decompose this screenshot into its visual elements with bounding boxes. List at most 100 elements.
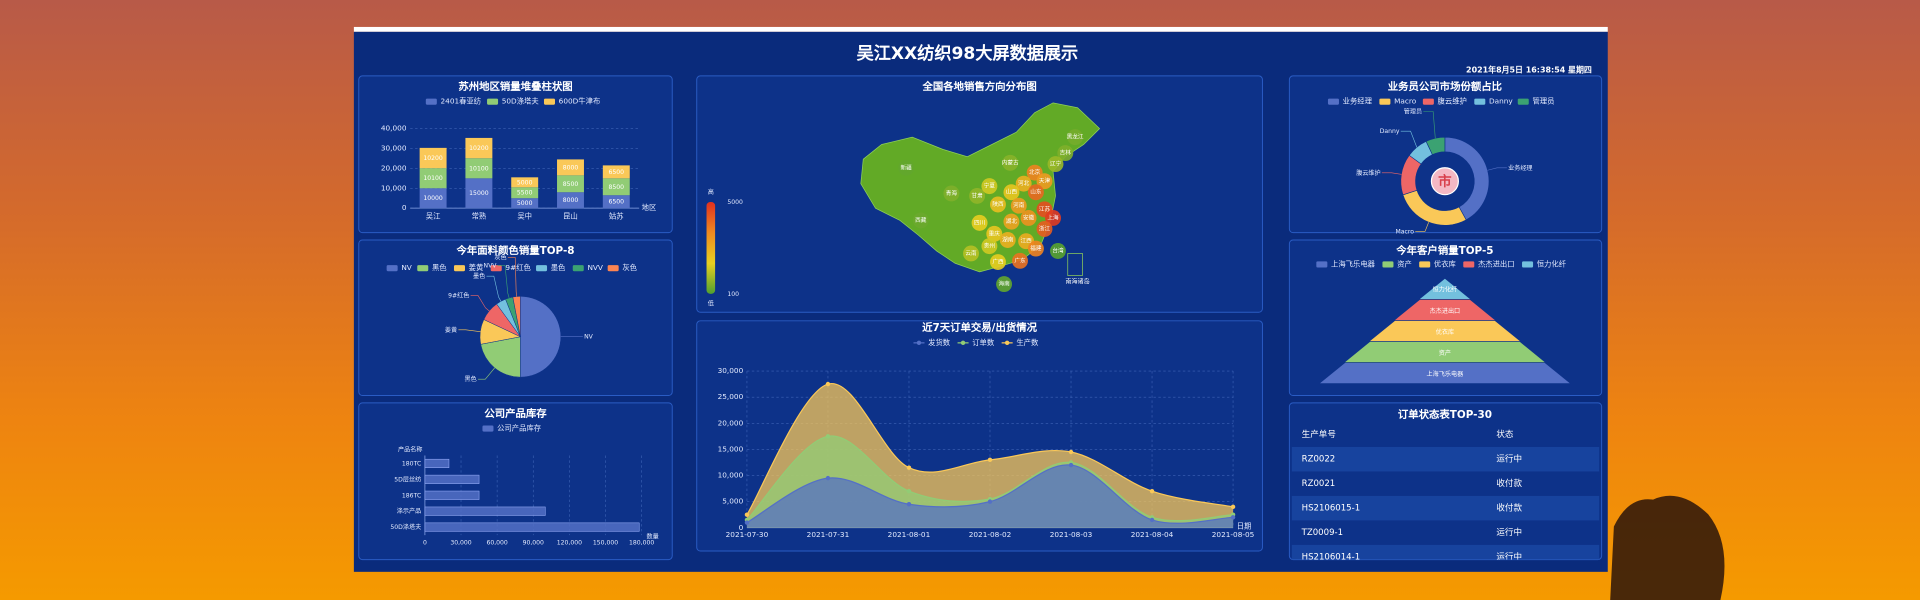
table-cell: TZ0009-1 <box>1301 528 1343 538</box>
region-label: 北京 <box>1029 168 1041 176</box>
funnel-label: 杰杰进出口 <box>1430 307 1461 315</box>
y-tick-label: 10,000 <box>381 183 407 192</box>
panel <box>1288 75 1603 234</box>
region <box>990 196 1006 213</box>
panel-title: 今年客户销量TOP-5 <box>1395 244 1493 257</box>
visual-map-min: 100 <box>727 291 739 298</box>
bar-segment <box>419 188 447 209</box>
legend-dot <box>1004 340 1010 346</box>
region-label: 贵州 <box>984 242 996 250</box>
data-label: 5000 <box>517 179 533 186</box>
table-title: 订单状态表TOP-30 <box>1398 408 1492 421</box>
label-leader <box>497 265 510 299</box>
x-tick-label: 60,000 <box>486 539 507 546</box>
legend-swatch <box>536 265 548 272</box>
region-label: 云南 <box>965 249 977 257</box>
x-tick-label: 2021-08-05 <box>1212 530 1255 539</box>
panel-title: 今年面料颜色销量TOP-8 <box>455 244 574 257</box>
legend-swatch <box>1419 261 1431 268</box>
data-label: 15000 <box>469 190 489 197</box>
table-cell: HS2106015-1 <box>1302 504 1361 514</box>
label-leader <box>1381 172 1402 175</box>
region-label: 宁夏 <box>984 182 996 190</box>
legend-swatch <box>1474 98 1486 105</box>
region-label: 天津 <box>1039 178 1051 185</box>
region <box>943 185 960 202</box>
y-tick-label: 25,000 <box>718 392 744 401</box>
region-label: 黑龙江 <box>1067 133 1084 141</box>
funnel-label: 资产 <box>1439 349 1451 357</box>
y-tick-label: 30,000 <box>718 366 744 375</box>
table-header: 状态 <box>1496 428 1514 440</box>
region-label: 内蒙古 <box>1002 158 1019 166</box>
data-label: 5000 <box>517 200 533 207</box>
region <box>963 245 979 262</box>
bar-segment <box>511 177 539 188</box>
slice-label: 姜黄 <box>445 326 457 334</box>
legend-label: 腹云维护 <box>1438 97 1467 106</box>
region <box>1027 184 1044 201</box>
funnel-layer <box>1369 320 1520 342</box>
map-inset <box>1067 253 1083 276</box>
label-leader <box>1400 130 1418 148</box>
panel-title: 全国各地销售方向分布图 <box>921 80 1036 93</box>
region-label: 江苏 <box>1039 205 1051 213</box>
x-tick-label: 2021-08-02 <box>969 530 1012 539</box>
bar-segment <box>419 147 447 169</box>
legend-swatch <box>1422 98 1434 105</box>
region-label: 江西 <box>1020 238 1032 245</box>
y-tick-label: 180TC <box>402 460 421 467</box>
legend-label: 资产 <box>1397 259 1412 268</box>
series-point <box>1230 504 1236 510</box>
y-tick-label: 30,000 <box>381 143 407 152</box>
region-label: 海南 <box>998 280 1010 288</box>
series-point <box>906 488 912 494</box>
x-tick-label: 昆山 <box>563 212 578 221</box>
legend-swatch <box>1316 261 1328 268</box>
label-leader <box>477 367 495 380</box>
panel <box>358 402 673 561</box>
slice-label: 业务经理 <box>1508 164 1532 172</box>
legend-swatch <box>490 265 502 272</box>
label-leader <box>1423 111 1436 139</box>
legend-swatch <box>543 98 555 105</box>
center-icon: 市 <box>1438 173 1452 190</box>
y-tick-label: 20,000 <box>381 163 407 172</box>
legend-label: 恒力化纤 <box>1537 259 1567 268</box>
page-title: 吴江XX纺织98大屏数据展示 <box>857 43 1079 64</box>
bar-segment <box>557 175 584 193</box>
bar-segment <box>557 192 584 209</box>
series-point <box>906 465 912 470</box>
datetime: 2021年8月5日 16:38:54 星期四 <box>1466 64 1592 74</box>
region <box>1003 213 1020 230</box>
visual-map-low: 低 <box>708 300 714 308</box>
region-label: 西藏 <box>915 216 927 224</box>
bar-segment <box>511 198 539 209</box>
slice-label: Macro <box>1396 228 1415 235</box>
slice-label: 管理员 <box>1404 108 1422 116</box>
bar <box>424 490 480 500</box>
x-tick-label: 2021-08-03 <box>1050 530 1093 539</box>
funnel-label: 恒力化纤 <box>1433 286 1457 294</box>
region-label: 上海 <box>1047 213 1059 221</box>
x-axis-label: 数量 <box>647 532 659 540</box>
x-axis-label: 地区 <box>642 203 657 212</box>
legend-label: 发货数 <box>928 338 951 347</box>
y-tick-label: 5,000 <box>722 497 743 506</box>
x-axis-label: 日期 <box>1237 522 1252 531</box>
legend-label: 优衣库 <box>1434 259 1456 268</box>
x-tick-label: 150,000 <box>593 539 618 546</box>
x-tick-label: 2021-08-01 <box>888 530 931 539</box>
silhouette <box>1610 495 1725 600</box>
table-cell: RZ0022 <box>1302 455 1336 465</box>
region <box>1067 129 1084 146</box>
series-point <box>1149 488 1155 494</box>
x-tick-label: 吴中 <box>517 212 532 221</box>
legend-swatch <box>572 265 584 272</box>
region <box>1003 184 1020 201</box>
legend-label: 姜黄 <box>469 263 484 272</box>
region-label: 河南 <box>1013 201 1025 209</box>
slice-label: NV <box>584 334 594 341</box>
region <box>1036 221 1053 237</box>
